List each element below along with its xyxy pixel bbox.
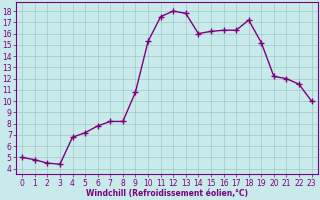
X-axis label: Windchill (Refroidissement éolien,°C): Windchill (Refroidissement éolien,°C) bbox=[86, 189, 248, 198]
